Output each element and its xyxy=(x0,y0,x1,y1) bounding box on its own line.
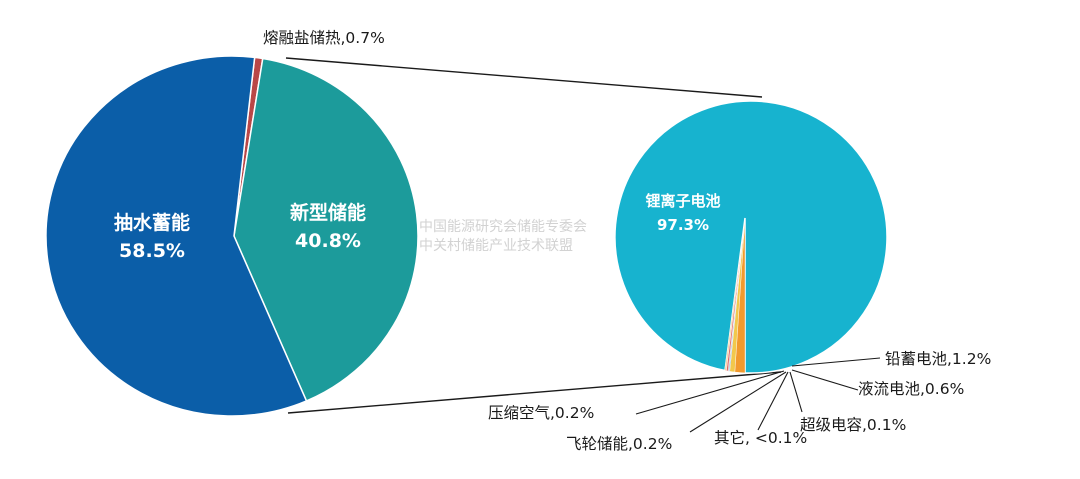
label-铅蓄电池: 铅蓄电池,1.2% xyxy=(885,350,991,368)
label-锂离子电池: 锂离子电池 xyxy=(645,192,720,210)
left-pie xyxy=(45,55,419,417)
label-飞轮储能: 飞轮储能,0.2% xyxy=(566,435,672,453)
leader-line-其它 xyxy=(757,371,789,431)
leader-line-飞轮储能 xyxy=(689,371,787,433)
leader-line-压缩空气 xyxy=(635,370,785,415)
chart-labels: 抽水蓄能 58.5% 新型储能 40.8% 熔融盐储热,0.7% 锂离子电池 97.3% 铅蓄… xyxy=(114,29,991,453)
slice-压缩空气 xyxy=(724,217,746,371)
leader-line-铅蓄电池 xyxy=(791,357,881,367)
slice-锂离子电池 xyxy=(614,100,888,374)
slice-新型储能 xyxy=(233,57,419,402)
label-其它: 其它, <0.1% xyxy=(714,429,807,447)
connector-lines xyxy=(285,57,782,414)
value-label-锂离子电池: 97.3% xyxy=(657,216,709,234)
label-超级电容: 超级电容,0.1% xyxy=(800,416,906,434)
watermark-line-2: 中关村储能产业技术联盟 xyxy=(419,238,573,254)
connector-line-bottom xyxy=(287,371,782,414)
leader-line-液流电池 xyxy=(791,369,859,391)
connector-line-top xyxy=(285,57,763,98)
value-label-新型储能: 40.8% xyxy=(295,230,361,252)
label-熔融盐储热: 熔融盐储热,0.7% xyxy=(263,29,385,47)
slice-抽水蓄能 xyxy=(45,55,308,417)
right-pie xyxy=(614,100,888,374)
label-液流电池: 液流电池,0.6% xyxy=(858,380,964,398)
leader-line-超级电容 xyxy=(789,371,803,413)
label-压缩空气: 压缩空气,0.2% xyxy=(488,404,594,422)
label-新型储能: 新型储能 xyxy=(290,201,366,224)
watermark-line-1: 中国能源研究会储能专委会 xyxy=(419,219,587,235)
label-抽水蓄能: 抽水蓄能 xyxy=(114,211,190,234)
value-label-抽水蓄能: 58.5% xyxy=(119,240,185,262)
